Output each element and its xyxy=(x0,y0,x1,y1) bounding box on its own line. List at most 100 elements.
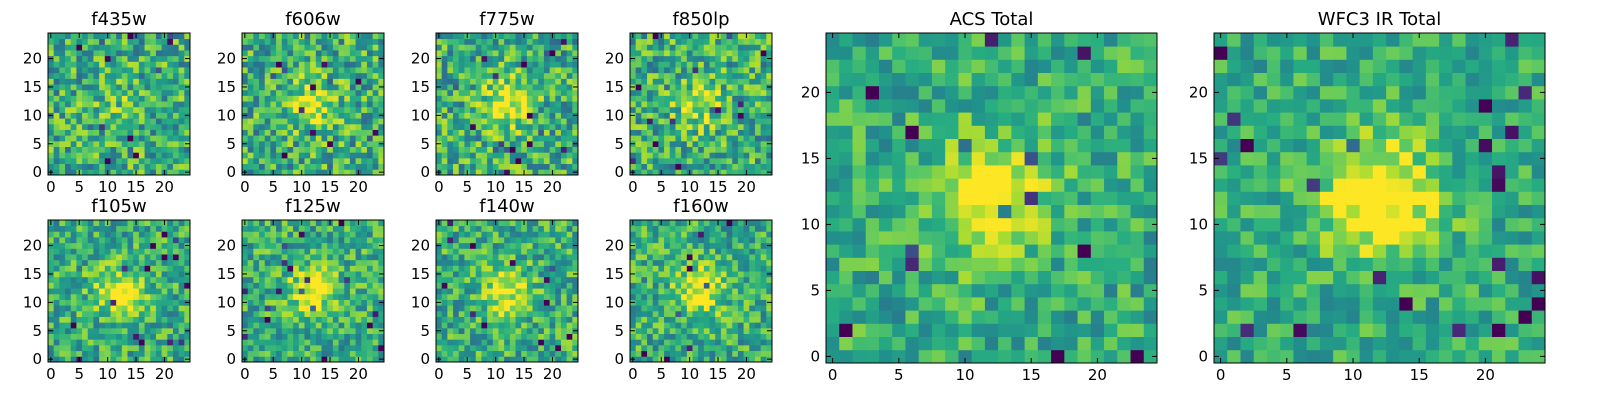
heatmap-cell xyxy=(287,118,294,125)
heatmap-cell xyxy=(315,310,322,317)
heatmap-cell xyxy=(543,282,550,289)
heatmap-cell xyxy=(87,118,94,125)
heatmap-cell xyxy=(635,38,642,45)
heatmap-cell xyxy=(349,61,356,68)
heatmap-cell xyxy=(48,163,55,170)
heatmap-cell xyxy=(521,339,528,346)
heatmap-cell xyxy=(104,38,111,45)
heatmap-cell xyxy=(144,310,151,317)
heatmap-cell xyxy=(760,33,767,40)
heatmap-cell xyxy=(760,140,767,147)
heatmap-cell xyxy=(304,225,311,232)
heatmap-cell xyxy=(664,293,671,300)
heatmap-cell xyxy=(532,231,539,238)
heatmap-cell xyxy=(310,259,317,266)
heatmap-cell xyxy=(487,112,494,119)
heatmap-cell xyxy=(82,288,89,295)
heatmap-cell xyxy=(658,140,665,147)
heatmap-cell xyxy=(287,259,294,266)
heatmap-cell xyxy=(658,95,665,102)
heatmap-cell xyxy=(715,282,722,289)
heatmap-cell xyxy=(133,231,140,238)
heatmap-cell xyxy=(70,265,77,272)
heatmap-cell xyxy=(475,152,482,159)
heatmap-cell xyxy=(664,339,671,346)
panel-title: f606w xyxy=(285,9,340,30)
heatmap-cell xyxy=(65,259,72,266)
heatmap-cell xyxy=(178,322,185,329)
heatmap-cell xyxy=(167,38,174,45)
heatmap-cell xyxy=(669,152,676,159)
heatmap-cell xyxy=(155,327,162,334)
heatmap-cell xyxy=(184,95,191,102)
heatmap-cell xyxy=(287,169,294,176)
heatmap-cell xyxy=(492,163,499,170)
heatmap-cell xyxy=(167,288,174,295)
heatmap-cell xyxy=(270,152,277,159)
heatmap-cell xyxy=(521,265,528,272)
heatmap-cell xyxy=(647,33,654,40)
heatmap-cell xyxy=(361,72,368,79)
heatmap-cell xyxy=(270,55,277,62)
heatmap-cell xyxy=(99,163,106,170)
heatmap-cell xyxy=(133,288,140,295)
y-tick-label: 5 xyxy=(226,322,236,340)
heatmap-cell xyxy=(133,89,140,96)
heatmap-cell xyxy=(355,44,362,51)
heatmap-cell xyxy=(372,118,379,125)
heatmap-cell xyxy=(259,248,266,255)
heatmap-cell xyxy=(709,38,716,45)
heatmap-cell xyxy=(116,169,123,176)
heatmap-cell xyxy=(481,61,488,68)
heatmap-cell xyxy=(276,140,283,147)
heatmap-cell xyxy=(344,157,351,165)
heatmap-cell xyxy=(441,356,448,363)
heatmap-cell xyxy=(470,333,477,340)
heatmap-cell xyxy=(184,344,191,352)
heatmap-cell xyxy=(65,339,72,346)
heatmap-cell xyxy=(70,140,77,147)
heatmap-cell xyxy=(715,89,722,96)
heatmap-cell xyxy=(65,350,72,357)
y-tick-label: 0 xyxy=(420,163,430,181)
heatmap-cell xyxy=(133,271,140,278)
heatmap-cell xyxy=(361,106,368,113)
heatmap-cell xyxy=(572,67,579,74)
panel-4-frame xyxy=(47,219,191,363)
heatmap-cell xyxy=(155,146,162,153)
heatmap-cell xyxy=(127,118,134,125)
heatmap-cell xyxy=(144,225,151,232)
heatmap-cell xyxy=(675,129,682,136)
heatmap-cell xyxy=(144,106,151,113)
heatmap-cell xyxy=(321,118,328,125)
heatmap-cell xyxy=(538,118,545,125)
heatmap-cell xyxy=(247,163,254,170)
heatmap-cell xyxy=(264,44,271,51)
heatmap-cell xyxy=(270,333,277,340)
heatmap-cell xyxy=(760,55,767,62)
heatmap-cell xyxy=(270,293,277,300)
heatmap-cell xyxy=(630,95,637,102)
heatmap-cell xyxy=(720,95,727,102)
heatmap-cell xyxy=(709,299,716,306)
heatmap-cell xyxy=(253,67,260,74)
heatmap-cell xyxy=(436,72,443,79)
heatmap-cell xyxy=(172,322,180,329)
heatmap-cell xyxy=(70,118,77,125)
heatmap-cell xyxy=(532,265,539,272)
heatmap-cell xyxy=(521,242,528,249)
heatmap-cell xyxy=(332,157,339,165)
heatmap-cell xyxy=(372,322,379,329)
heatmap-cell xyxy=(276,123,283,130)
heatmap-cell xyxy=(481,327,488,334)
heatmap-cell xyxy=(99,276,106,283)
heatmap-cell xyxy=(378,152,385,159)
heatmap-cell xyxy=(349,327,356,334)
heatmap-cell xyxy=(521,118,528,125)
heatmap-cell xyxy=(635,101,642,108)
heatmap-cell xyxy=(293,95,300,102)
heatmap-cell xyxy=(498,78,505,85)
heatmap-cell xyxy=(543,322,550,329)
heatmap-cell xyxy=(715,305,722,312)
heatmap-cell xyxy=(133,84,140,91)
